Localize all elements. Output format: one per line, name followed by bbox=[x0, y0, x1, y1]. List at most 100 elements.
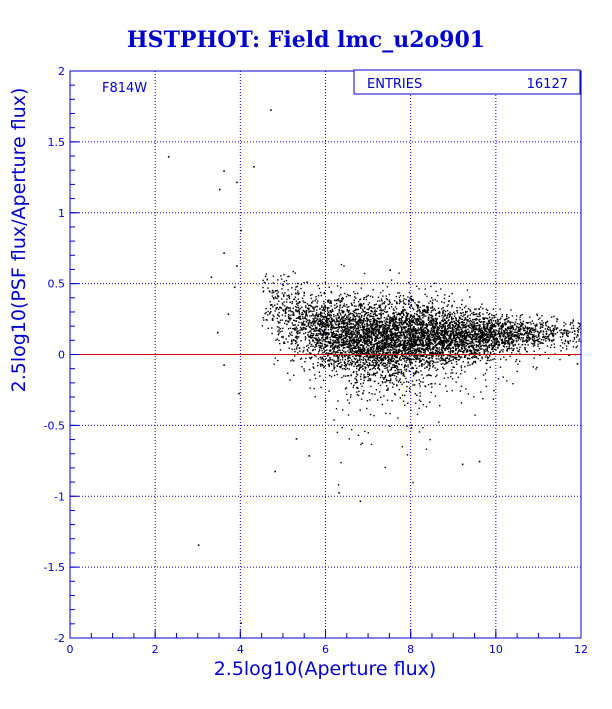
scatter-point bbox=[448, 300, 451, 302]
scatter-point bbox=[433, 331, 436, 334]
scatter-point bbox=[406, 425, 408, 427]
scatter-point bbox=[308, 352, 311, 354]
scatter-point bbox=[416, 367, 418, 369]
scatter-point bbox=[360, 398, 363, 400]
scatter-point bbox=[430, 329, 432, 332]
scatter-point bbox=[437, 336, 440, 338]
scatter-point bbox=[542, 322, 544, 324]
scatter-point bbox=[449, 325, 451, 327]
scatter-point bbox=[439, 326, 441, 328]
scatter-point bbox=[506, 341, 509, 344]
scatter-point bbox=[492, 337, 495, 340]
scatter-point bbox=[294, 350, 296, 353]
scatter-point bbox=[361, 319, 363, 322]
scatter-point bbox=[345, 338, 347, 340]
scatter-point bbox=[465, 336, 468, 339]
scatter-point bbox=[490, 324, 492, 327]
scatter-point bbox=[395, 350, 397, 353]
scatter-point bbox=[392, 333, 395, 336]
scatter-point bbox=[346, 322, 348, 325]
scatter-point bbox=[497, 345, 499, 347]
scatter-point bbox=[269, 312, 271, 314]
scatter-point bbox=[343, 365, 346, 367]
scatter-point bbox=[539, 317, 541, 319]
scatter-point bbox=[291, 311, 294, 313]
scatter-point bbox=[503, 324, 505, 326]
scatter-point bbox=[350, 361, 352, 364]
scatter-point bbox=[343, 350, 345, 352]
scatter-point bbox=[312, 307, 314, 309]
scatter-point bbox=[355, 355, 357, 357]
scatter-point bbox=[531, 342, 533, 345]
scatter-point bbox=[353, 331, 356, 334]
scatter-point bbox=[473, 326, 475, 329]
scatter-point bbox=[325, 323, 328, 326]
scatter-point bbox=[314, 374, 316, 376]
scatter-point bbox=[292, 307, 294, 309]
scatter-point bbox=[302, 315, 304, 318]
scatter-point bbox=[347, 350, 349, 352]
scatter-point bbox=[550, 344, 553, 346]
scatter-point bbox=[355, 339, 357, 342]
scatter-point bbox=[305, 305, 307, 307]
scatter-point bbox=[393, 316, 396, 318]
scatter-point bbox=[424, 345, 426, 347]
scatter-point bbox=[358, 332, 360, 334]
scatter-point bbox=[366, 318, 368, 320]
scatter-point bbox=[380, 310, 382, 312]
scatter-point bbox=[477, 333, 480, 336]
scatter-point bbox=[434, 320, 437, 323]
scatter-point bbox=[400, 373, 402, 375]
scatter-point bbox=[524, 330, 526, 332]
scatter-point bbox=[466, 333, 469, 335]
scatter-point bbox=[519, 326, 521, 328]
scatter-point bbox=[450, 320, 453, 323]
scatter-point bbox=[414, 342, 417, 344]
scatter-point bbox=[394, 317, 397, 319]
scatter-point bbox=[434, 395, 437, 397]
scatter-point bbox=[434, 323, 436, 325]
scatter-point bbox=[318, 351, 320, 353]
scatter-point bbox=[349, 354, 351, 357]
scatter-point bbox=[478, 315, 480, 318]
scatter-point bbox=[386, 311, 389, 313]
scatter-point bbox=[409, 359, 411, 361]
scatter-point bbox=[438, 421, 440, 423]
scatter-point bbox=[419, 339, 421, 341]
scatter-point bbox=[424, 348, 426, 351]
scatter-point bbox=[355, 312, 357, 314]
scatter-point bbox=[485, 317, 487, 319]
scatter-point bbox=[353, 357, 355, 359]
scatter-point bbox=[353, 318, 355, 320]
scatter-point bbox=[392, 373, 394, 375]
scatter-point bbox=[377, 335, 379, 337]
scatter-point bbox=[374, 343, 377, 345]
scatter-point bbox=[411, 380, 414, 382]
scatter-point bbox=[456, 312, 459, 314]
scatter-point bbox=[458, 320, 460, 322]
scatter-point bbox=[317, 322, 320, 324]
scatter-point bbox=[359, 409, 361, 411]
scatter-point bbox=[348, 352, 350, 354]
scatter-point bbox=[383, 346, 386, 348]
scatter-point bbox=[359, 358, 361, 361]
scatter-point bbox=[472, 337, 474, 339]
scatter-point bbox=[493, 345, 495, 347]
scatter-point bbox=[307, 335, 310, 337]
scatter-point bbox=[466, 357, 469, 359]
scatter-point bbox=[377, 348, 379, 350]
scatter-point bbox=[291, 339, 293, 341]
scatter-point bbox=[353, 324, 356, 327]
scatter-point bbox=[381, 354, 383, 357]
scatter-point bbox=[526, 336, 528, 339]
scatter-point bbox=[449, 343, 451, 346]
scatter-point bbox=[277, 330, 279, 332]
scatter-point bbox=[424, 293, 426, 296]
scatter-point bbox=[502, 349, 504, 351]
scatter-point bbox=[368, 345, 370, 347]
scatter-point bbox=[415, 370, 418, 372]
scatter-point bbox=[276, 303, 279, 305]
scatter-point bbox=[316, 309, 318, 311]
scatter-point bbox=[403, 308, 405, 311]
scatter-point bbox=[460, 324, 463, 326]
